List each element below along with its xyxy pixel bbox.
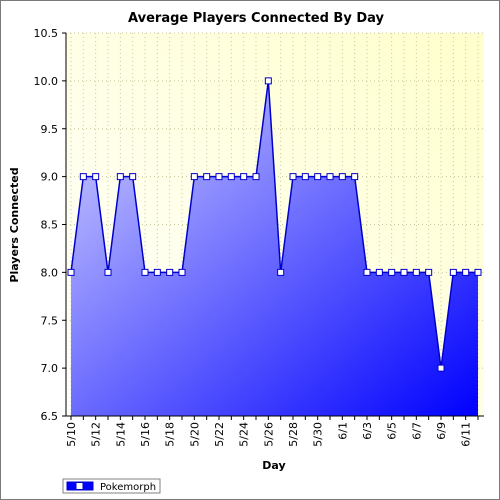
chart-title: Average Players Connected By Day <box>128 11 384 26</box>
y-tick-label: 8.5 <box>41 219 59 232</box>
data-point <box>338 173 346 181</box>
data-point <box>141 268 149 276</box>
data-point <box>178 268 186 276</box>
data-point <box>227 173 235 181</box>
x-tick-label: 6/3 <box>361 422 374 440</box>
y-tick-label: 10.0 <box>34 75 59 88</box>
x-tick-label: 5/24 <box>238 422 251 447</box>
data-point <box>153 268 161 276</box>
data-point <box>116 173 124 181</box>
legend: Pokemorph <box>62 478 161 494</box>
data-point <box>240 173 248 181</box>
x-tick-label: 6/7 <box>410 422 423 440</box>
data-point <box>351 173 359 181</box>
data-point <box>449 268 457 276</box>
x-tick-label: 5/16 <box>139 422 152 447</box>
x-axis-title: Day <box>262 459 285 472</box>
data-point <box>190 173 198 181</box>
data-point <box>375 268 383 276</box>
data-point <box>92 173 100 181</box>
x-tick-label: 6/11 <box>460 422 473 447</box>
data-point <box>388 268 396 276</box>
data-point <box>129 173 137 181</box>
y-axis-title: Players Connected <box>8 167 21 282</box>
y-tick-label: 7.5 <box>41 314 59 327</box>
data-point <box>326 173 334 181</box>
data-point <box>363 268 371 276</box>
data-point <box>252 173 260 181</box>
axes <box>62 32 484 420</box>
x-tick-labels: 5/10 5/12 5/14 5/16 5/18 5/20 5/22 5/24 5/26 5/28… <box>65 422 473 447</box>
data-point <box>425 268 433 276</box>
data-point <box>301 173 309 181</box>
data-point <box>437 364 445 372</box>
series-area <box>70 80 478 416</box>
x-tick-label: 6/5 <box>386 422 399 440</box>
y-tick-label: 8.0 <box>41 266 59 279</box>
x-tick-label: 5/18 <box>164 422 177 447</box>
data-point <box>79 173 87 181</box>
data-point <box>104 268 112 276</box>
x-tick-label: 5/12 <box>90 422 103 447</box>
y-tick-label: 10.5 <box>34 27 59 40</box>
x-tick-label: 5/28 <box>287 422 300 447</box>
x-tick-label: 5/14 <box>114 422 127 447</box>
data-point <box>166 268 174 276</box>
data-point <box>314 173 322 181</box>
data-point <box>462 268 470 276</box>
data-point <box>277 268 285 276</box>
y-tick-label: 6.5 <box>41 410 59 423</box>
area-fill <box>71 80 478 416</box>
data-point <box>474 268 482 276</box>
data-point <box>215 173 223 181</box>
y-tick-label: 7.0 <box>41 362 59 375</box>
x-tick-label: 6/1 <box>336 422 349 440</box>
x-tick-label: 5/20 <box>188 422 201 447</box>
series-line <box>70 80 478 369</box>
x-tick-label: 5/26 <box>262 422 275 447</box>
data-point <box>203 173 211 181</box>
data-points <box>67 77 482 372</box>
data-point <box>264 77 272 85</box>
x-tick-label: 6/9 <box>435 422 448 440</box>
data-point <box>67 268 75 276</box>
y-tick-label: 9.0 <box>41 171 59 184</box>
legend-marker <box>75 482 84 490</box>
data-point <box>412 268 420 276</box>
data-point <box>289 173 297 181</box>
x-tick-label: 5/10 <box>65 422 78 447</box>
y-tick-labels: 6.5 7.0 7.5 8.0 8.5 9.0 9.5 10.0 10.5 <box>34 27 59 423</box>
x-tick-label: 5/30 <box>312 422 325 447</box>
data-point <box>400 268 408 276</box>
legend-label: Pokemorph <box>100 482 156 493</box>
y-tick-label: 9.5 <box>41 123 59 136</box>
x-tick-label: 5/22 <box>213 422 226 447</box>
